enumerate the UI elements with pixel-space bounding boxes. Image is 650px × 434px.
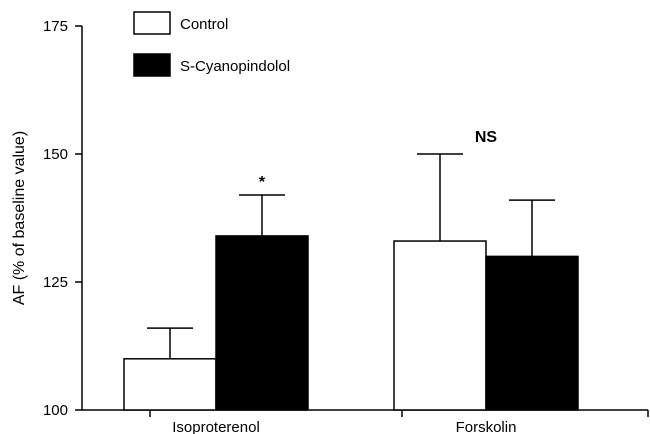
x-axis-categories: Isoproterenol Forskolin <box>172 419 516 434</box>
legend: Control S-Cyanopindolol <box>133 11 290 77</box>
y-tick-label: 175 <box>43 18 68 35</box>
category-label: Forskolin <box>456 419 517 434</box>
annotation-significance-star: * <box>259 174 266 191</box>
y-axis-ticks: 100 125 150 175 <box>43 18 82 419</box>
y-tick-label: 150 <box>43 146 68 163</box>
bar-s-cyanopindolol-isoproterenol <box>215 235 309 411</box>
bar-control-forskolin <box>393 240 487 411</box>
legend-swatch <box>133 53 171 77</box>
bars <box>123 235 579 411</box>
category-label: Isoproterenol <box>172 419 260 434</box>
y-tick-label: 100 <box>43 402 68 419</box>
legend-label: Control <box>180 16 228 33</box>
bar-control-isoproterenol <box>123 358 217 411</box>
annotations: * NS <box>259 129 498 191</box>
annotation-ns: NS <box>475 129 498 146</box>
error-bars <box>147 153 555 359</box>
y-tick-label: 125 <box>43 274 68 291</box>
legend-label: S-Cyanopindolol <box>180 58 290 75</box>
bar-s-cyanopindolol-forskolin <box>485 255 579 411</box>
y-axis-label: AF (% of baseline value) <box>11 131 28 305</box>
legend-swatch <box>133 11 171 35</box>
